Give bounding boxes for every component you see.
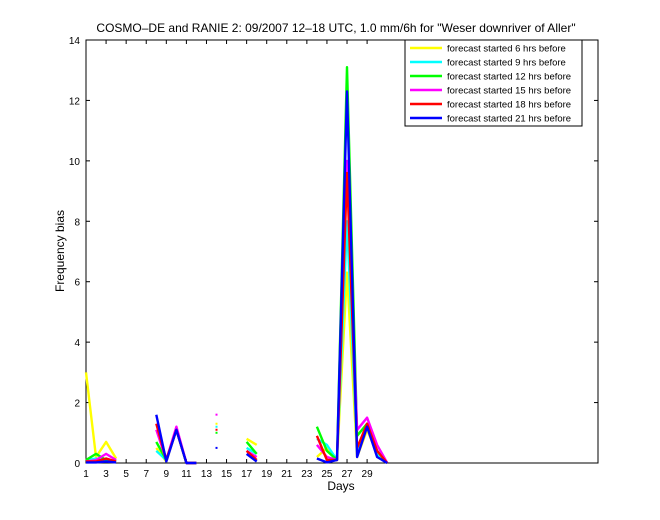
chart-title: COSMO–DE and RANIE 2: 09/2007 12–18 UTC,… [96,21,575,35]
y-axis-label: Frequency bias [53,210,67,292]
y-tick-label: 12 [69,96,81,107]
x-tick-label: 7 [143,469,149,480]
legend-label: forecast started 18 hrs before [447,100,571,111]
data-point [215,431,218,434]
x-tick-label: 19 [261,469,273,480]
x-tick-label: 29 [362,469,374,480]
x-tick-label: 5 [123,469,129,480]
series-6 [86,90,388,465]
x-tick-label: 3 [103,469,109,480]
data-point [215,428,218,431]
data-point [215,425,218,428]
legend-label: forecast started 12 hrs before [447,72,571,83]
y-tick-label: 4 [74,338,80,349]
legend-label: forecast started 9 hrs before [447,58,566,69]
y-tick-label: 8 [74,217,80,228]
legend: forecast started 6 hrs before forecast st… [404,39,583,127]
series-line [84,372,118,460]
legend-label: forecast started 6 hrs before [447,44,566,55]
legend-box [404,39,583,127]
data-point [215,422,218,425]
y-tick-label: 2 [74,399,80,410]
data-point [215,413,218,416]
legend-label: forecast started 21 hrs before [447,114,571,125]
x-tick-label: 9 [164,469,170,480]
series-line [86,460,117,464]
y-tick-label: 10 [69,157,81,168]
y-tick-label: 14 [69,36,81,47]
x-tick-label: 13 [201,469,213,480]
x-axis-label: Days [327,479,354,493]
y-tick-label: 0 [74,459,80,470]
x-tick-label: 21 [281,469,293,480]
x-tick-label: 23 [301,469,313,480]
legend-label: forecast started 15 hrs before [447,86,571,97]
series-line [316,90,388,465]
x-tick-label: 25 [321,469,333,480]
series-line [245,452,258,463]
x-tick-label: 15 [221,469,233,480]
series-line [245,437,258,446]
y-tick-label: 6 [74,278,80,289]
series-line [245,441,258,455]
x-tick-label: 1 [83,469,89,480]
series-line [245,450,258,461]
x-tick-label: 17 [241,469,253,480]
x-tick-label: 27 [341,469,353,480]
data-point [215,446,218,449]
series-line [155,414,197,465]
x-tick-label: 11 [181,469,192,480]
